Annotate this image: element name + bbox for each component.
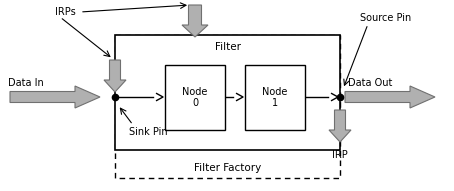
Bar — [115, 35, 340, 178]
Text: Data In: Data In — [8, 78, 44, 88]
Polygon shape — [10, 86, 100, 108]
Polygon shape — [329, 110, 351, 142]
Polygon shape — [104, 60, 126, 92]
Text: Source Pin: Source Pin — [360, 13, 411, 23]
Bar — [245, 65, 305, 130]
Bar — [115, 35, 340, 150]
Text: Sink Pin: Sink Pin — [129, 127, 168, 137]
Text: Filter: Filter — [214, 42, 241, 52]
Text: Data Out: Data Out — [348, 78, 392, 88]
Polygon shape — [182, 5, 208, 37]
Text: Node
1: Node 1 — [262, 87, 288, 108]
Bar — [165, 65, 225, 130]
Text: Filter Factory: Filter Factory — [194, 163, 261, 173]
Text: IRP: IRP — [332, 150, 348, 160]
Polygon shape — [345, 86, 435, 108]
Text: Node
0: Node 0 — [183, 87, 207, 108]
Text: IRPs: IRPs — [55, 7, 76, 17]
